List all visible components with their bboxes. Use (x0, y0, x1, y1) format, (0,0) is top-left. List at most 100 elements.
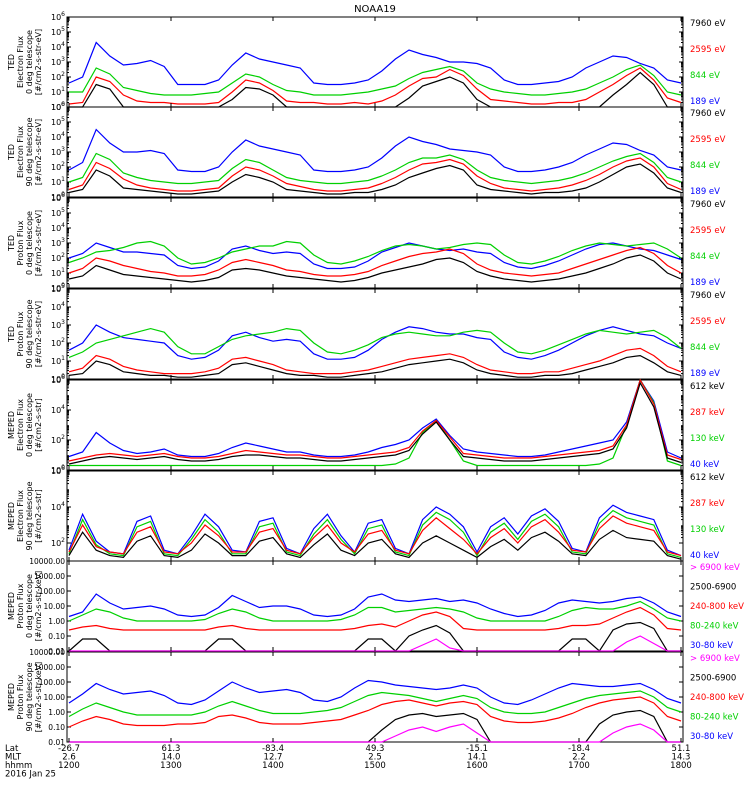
x-tick-label-lat: -83.4 (262, 744, 284, 754)
series-line (68, 152, 682, 185)
y-tick-label: 1.00 (48, 617, 65, 626)
series-line (68, 242, 682, 270)
panel-ylabel-line: 0 deg telescope (25, 211, 34, 275)
y-tick-label: 104 (51, 222, 65, 233)
legend-entry: 844 eV (690, 161, 720, 171)
legend-entry: 844 eV (690, 71, 720, 81)
series-line (68, 504, 682, 557)
panel-ylabel-line: Electron Flux (16, 490, 25, 542)
panel-ylabel-line: Electron Flux (16, 399, 25, 451)
series-line (68, 254, 682, 283)
y-tick-label: 101 (51, 267, 65, 278)
y-tick-label: 10.00 (44, 693, 66, 702)
legend-entry: 2595 eV (690, 226, 726, 236)
panel-1: 100 101 102 103 104 105 106 TEDElectron Flux0 d… (7, 11, 726, 112)
x-tick-label-lat: -26.7 (58, 744, 80, 754)
series-line (68, 690, 682, 718)
y-tick-label: 103 (51, 56, 65, 67)
x-tick-label-hhmm: 1600 (466, 761, 488, 771)
series-line (68, 246, 682, 277)
y-tick-label: 10.00 (44, 602, 66, 611)
panel-ylabel-line: Electron Flux (16, 36, 25, 88)
x-tick-label-mlt: 12.7 (264, 753, 283, 763)
panel-ylabel-line: MEPED (7, 411, 16, 439)
y-tick-label: 100 (51, 373, 65, 384)
panel-ylabel-line: [#/cm2-s-str-eV] (34, 210, 43, 276)
series-line (69, 64, 682, 96)
y-tick-label: 100 (51, 101, 65, 112)
y-tick-label: 100 (51, 191, 65, 202)
x-tick-label-hhmm: 1300 (160, 761, 182, 771)
panel-ylabel-line: MEPED (7, 592, 16, 620)
legend-entry: 287 keV (690, 499, 725, 509)
legend-entry: 7960 eV (690, 19, 726, 29)
y-tick-label: 0.01 (48, 647, 65, 656)
x-tick-label-hhmm: 1800 (670, 761, 692, 771)
legend-entry: 240-800 keV (690, 693, 744, 703)
y-tick-label: 103 (51, 146, 65, 157)
legend-entry: > 6900 keV (690, 654, 740, 664)
legend-entry: 40 keV (690, 460, 719, 470)
y-tick-label: 105 (51, 116, 65, 127)
y-tick-label: 0.01 (48, 738, 65, 747)
panel-ylabel: TEDElectron Flux90 deg telescope[#/cm2-s… (7, 117, 43, 186)
legend-entry: 844 eV (690, 252, 720, 262)
panel-frame (66, 16, 684, 108)
panel-ylabel-line: [#/cm2-s-str-eV] (34, 29, 43, 95)
panel-3: 100 101 102 103 104 105 106 TEDProton Flux0 deg… (7, 192, 726, 293)
legend-entry: 612 keV (690, 473, 725, 483)
series-line (68, 515, 682, 557)
legend-entry: 287 keV (690, 408, 725, 418)
panel-ylabel-line: [#/cm2-s-str-keV] (34, 571, 43, 642)
series-line (68, 529, 682, 560)
series-line (68, 41, 682, 86)
x-tick-label-mlt: 14.1 (468, 753, 487, 763)
legend-entry: 189 eV (690, 278, 720, 288)
x-tick-label-mlt: 2.6 (62, 753, 76, 763)
series-line (69, 71, 681, 108)
y-tick-label: 104 (51, 41, 65, 52)
panel-frame (66, 470, 684, 562)
y-tick-label: 0.10 (48, 723, 65, 732)
y-tick-label: 103 (51, 319, 65, 330)
legend-entry: 189 eV (690, 97, 720, 107)
panel-ylabel: TEDProton Flux0 deg telescope[#/cm2-s-st… (7, 210, 43, 276)
x-tick-label-mlt: 2.5 (368, 753, 382, 763)
y-tick-label: 102 (51, 537, 65, 548)
series-line (68, 378, 682, 459)
panel-ylabel-line: 90 deg telescope (25, 117, 34, 186)
series-line (68, 128, 682, 173)
y-tick-label: 102 (51, 434, 65, 445)
y-tick-label: 105 (51, 207, 65, 218)
y-tick-label: 106 (51, 374, 65, 385)
series-line (68, 381, 682, 465)
y-tick-label: 100 (51, 282, 65, 293)
panel-ylabel-line: TED (7, 54, 16, 71)
x-tick-label-mlt: 2.2 (572, 753, 586, 763)
panel-ylabel-line: [#/cm2-s-str-eV] (34, 301, 43, 367)
y-tick-label: 101 (51, 86, 65, 97)
panel-ylabel-line: Proton Flux (16, 311, 25, 356)
x-row-label: Lat (5, 744, 19, 754)
x-tick-label-lat: -15.1 (466, 744, 488, 754)
panel-ylabel: MEPEDProton Flux0 deg telescope[#/cm2-s-… (7, 571, 43, 642)
legend-entry: 189 eV (690, 369, 720, 379)
legend-entry: 130 keV (690, 525, 725, 535)
panel-ylabel-line: TED (7, 326, 16, 343)
series-line (68, 324, 682, 360)
x-tick-label-mlt: 14.0 (162, 753, 181, 763)
panel-ylabel: TEDProton Flux90 deg telescope[#/cm2-s-s… (7, 299, 43, 368)
panel-ylabel-line: MEPED (7, 502, 16, 530)
legend-entry: 7960 eV (690, 291, 726, 301)
y-tick-label: 1000.00 (34, 663, 65, 672)
panel-ylabel-line: Proton Flux (16, 674, 25, 719)
legend-entry: 240-800 keV (690, 602, 744, 612)
panel-ylabel-line: Electron Flux (16, 126, 25, 178)
x-tick-label-lat: 49.3 (366, 744, 385, 754)
legend-entry: 612 keV (690, 382, 725, 392)
panel-ylabel-line: 0 deg telescope (25, 393, 34, 457)
panel-ylabel-line: TED (7, 144, 16, 161)
legend-entry: 844 eV (690, 343, 720, 353)
legend-entry: 30-80 keV (690, 732, 733, 742)
